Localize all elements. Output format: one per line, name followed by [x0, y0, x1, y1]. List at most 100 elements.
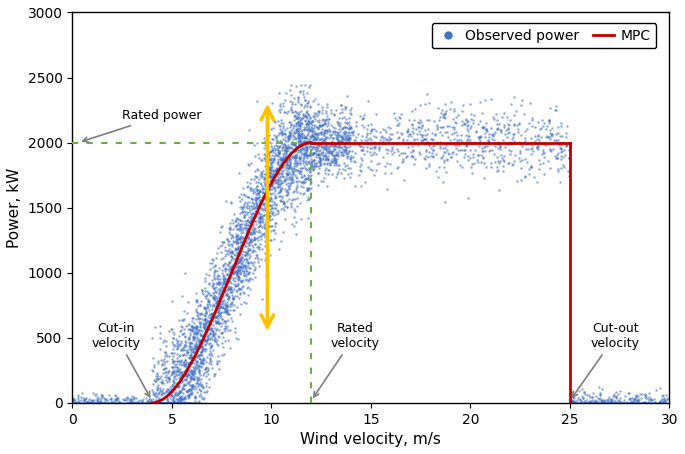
Point: [412, 141, 423, 148]
Point: [213, 280, 224, 287]
Point: [302, 111, 313, 118]
Point: [566, 399, 577, 406]
Point: [289, 165, 300, 172]
Point: [310, 130, 321, 137]
Point: [469, 138, 479, 145]
Point: [596, 398, 607, 405]
Point: [175, 389, 186, 396]
Point: [189, 383, 200, 390]
Point: [466, 123, 477, 130]
Point: [304, 127, 315, 134]
Point: [600, 399, 611, 406]
Point: [224, 277, 235, 284]
Point: [273, 175, 284, 183]
Point: [177, 395, 188, 403]
Point: [202, 367, 213, 374]
Point: [465, 110, 476, 117]
Point: [592, 397, 603, 405]
Point: [647, 399, 658, 406]
Point: [295, 137, 306, 144]
Point: [204, 327, 215, 334]
Point: [247, 237, 258, 244]
Point: [195, 323, 206, 331]
Point: [292, 99, 303, 106]
Point: [486, 124, 497, 131]
Point: [303, 151, 314, 158]
Point: [291, 202, 302, 210]
Point: [174, 399, 185, 406]
Point: [154, 399, 165, 406]
Point: [283, 133, 294, 140]
Point: [261, 197, 272, 204]
Point: [255, 187, 266, 194]
Point: [223, 316, 234, 324]
Point: [483, 137, 494, 144]
Point: [636, 390, 647, 398]
Point: [603, 399, 614, 406]
Point: [185, 327, 196, 334]
Point: [285, 121, 296, 128]
Point: [309, 112, 320, 119]
Point: [236, 242, 247, 249]
Point: [163, 367, 174, 374]
Point: [218, 333, 229, 340]
Point: [314, 108, 325, 115]
Point: [162, 395, 173, 402]
Point: [199, 399, 210, 406]
Point: [285, 130, 296, 138]
Point: [336, 133, 347, 140]
Point: [289, 153, 300, 160]
Point: [257, 217, 268, 225]
Point: [262, 214, 273, 221]
Point: [309, 139, 320, 146]
Point: [77, 390, 88, 397]
Point: [108, 399, 119, 406]
Point: [101, 395, 112, 402]
Point: [475, 152, 486, 159]
Point: [218, 280, 229, 287]
Point: [290, 159, 301, 167]
Point: [290, 108, 301, 115]
Point: [632, 399, 643, 406]
Point: [289, 140, 300, 147]
Point: [499, 123, 510, 131]
Point: [277, 129, 288, 137]
Point: [211, 314, 222, 321]
Point: [293, 138, 304, 145]
Point: [160, 399, 171, 406]
Point: [247, 202, 258, 210]
Point: [252, 204, 263, 212]
Point: [251, 190, 262, 197]
Point: [77, 399, 88, 406]
Point: [269, 187, 280, 194]
Point: [294, 147, 305, 154]
Point: [228, 293, 239, 301]
Point: [187, 353, 198, 360]
Point: [242, 235, 253, 242]
Point: [177, 351, 188, 359]
Point: [204, 375, 215, 383]
Point: [171, 399, 182, 406]
Point: [264, 165, 275, 172]
Point: [290, 111, 301, 118]
Point: [327, 150, 338, 158]
Point: [152, 375, 163, 383]
Point: [461, 118, 472, 126]
Point: [86, 399, 97, 406]
Point: [229, 263, 240, 271]
Point: [545, 136, 556, 143]
Point: [534, 156, 545, 163]
Point: [236, 300, 247, 307]
Point: [151, 389, 162, 396]
Point: [166, 370, 177, 378]
Point: [659, 399, 670, 406]
Point: [149, 399, 160, 406]
Point: [285, 144, 296, 152]
Point: [175, 399, 186, 406]
Point: [247, 227, 258, 234]
Point: [266, 144, 277, 152]
Point: [265, 148, 276, 155]
Point: [254, 203, 265, 210]
Point: [214, 278, 225, 286]
Point: [508, 133, 519, 140]
